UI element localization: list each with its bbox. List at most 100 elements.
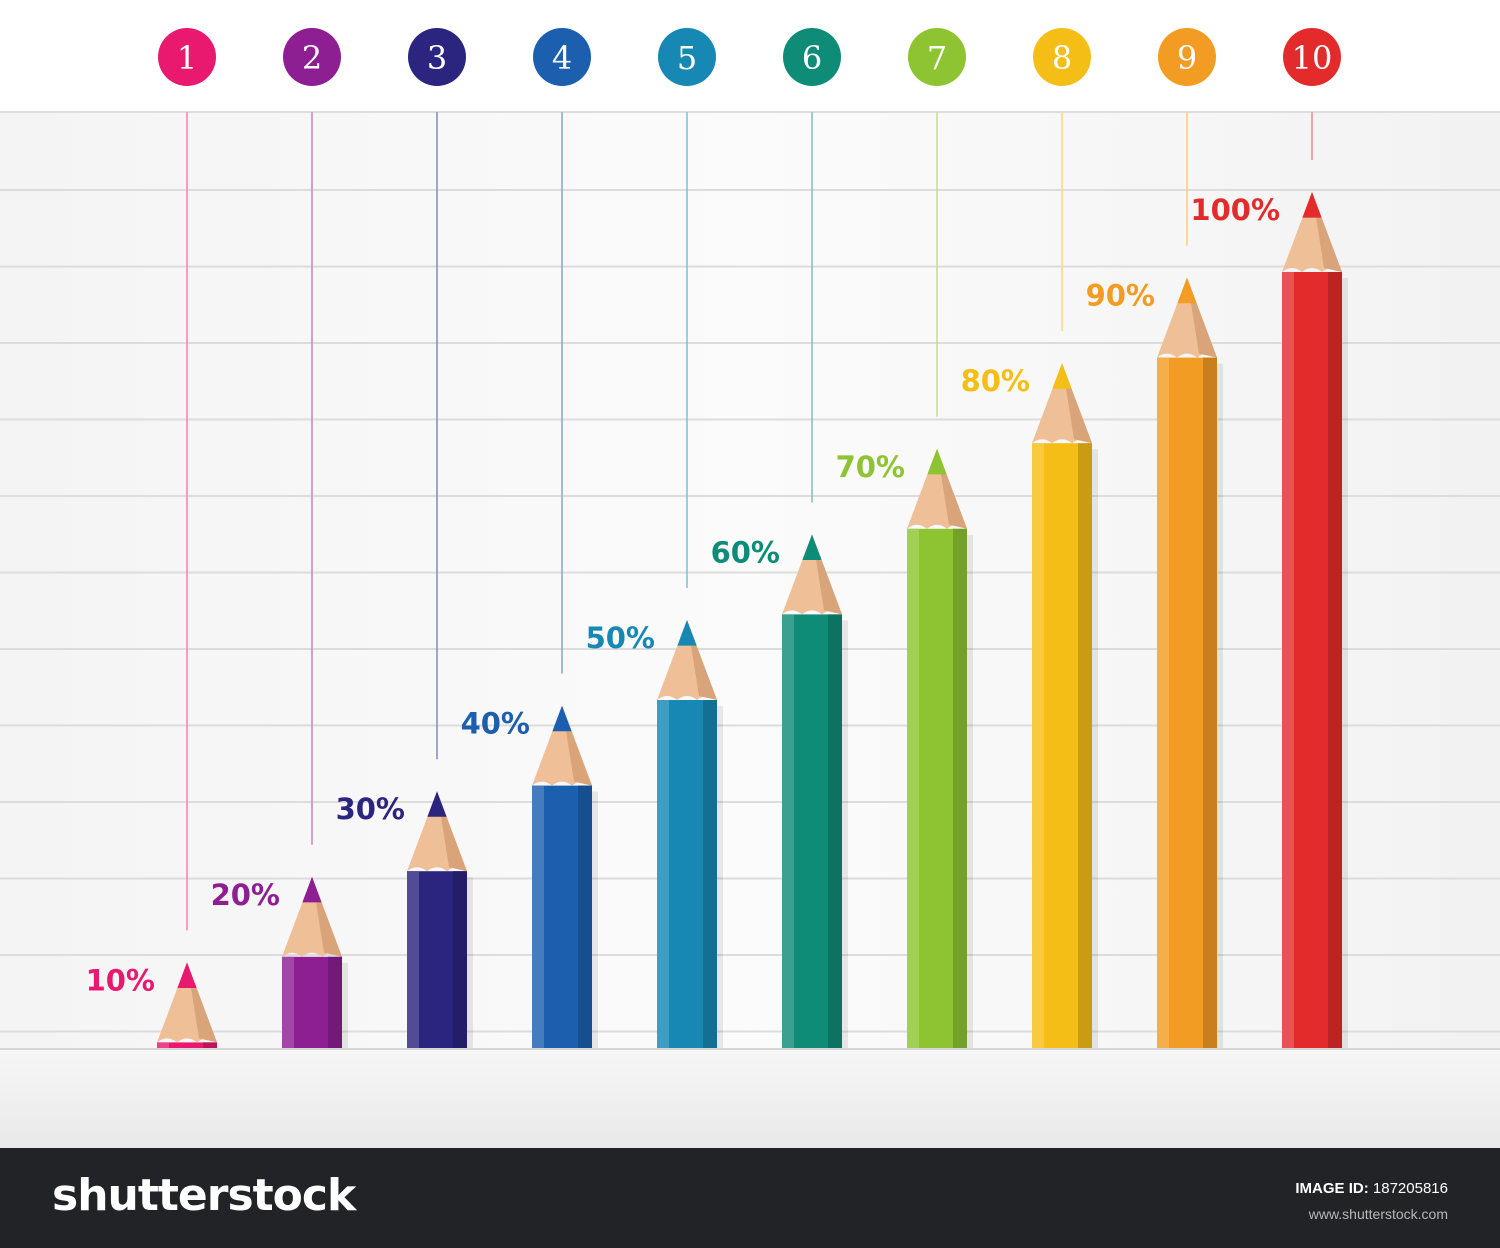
value-label: 90% bbox=[1086, 279, 1155, 313]
category-badge: 2 bbox=[283, 28, 341, 86]
category-badge: 6 bbox=[783, 28, 841, 86]
pencil-bar bbox=[407, 791, 473, 1048]
site-url: www.shutterstock.com bbox=[1308, 1206, 1448, 1222]
pencil-lead bbox=[177, 962, 197, 988]
pencil-bar bbox=[657, 620, 723, 1048]
category-badge: 5 bbox=[658, 28, 716, 86]
category-badge: 8 bbox=[1033, 28, 1091, 86]
pencil-facet-dark bbox=[703, 700, 717, 1048]
pencil-bar bbox=[282, 876, 348, 1048]
pencil-facet-dark bbox=[953, 528, 967, 1048]
badge-number: 2 bbox=[302, 39, 322, 77]
pencil-facet-light bbox=[782, 614, 794, 1048]
pencil-wood-shade bbox=[687, 620, 717, 700]
value-label: 80% bbox=[961, 364, 1030, 398]
badge-number: 1 bbox=[177, 39, 197, 77]
badge-number: 6 bbox=[802, 39, 822, 77]
grid-lines bbox=[0, 189, 1500, 1033]
value-label: 30% bbox=[336, 792, 405, 826]
pencil-facet-light bbox=[157, 1042, 169, 1048]
pencil-wood-shade bbox=[812, 534, 842, 615]
value-label: 60% bbox=[711, 535, 780, 569]
pencil-lead bbox=[1177, 277, 1197, 304]
pencil-facet-light bbox=[282, 956, 294, 1048]
badge-circle bbox=[1033, 28, 1091, 86]
category-badge: 9 bbox=[1158, 28, 1216, 86]
image-id-value: 187205816 bbox=[1372, 1180, 1448, 1197]
pencil-facet-dark bbox=[453, 871, 467, 1048]
pencil-lead bbox=[1052, 363, 1072, 389]
badge-circle bbox=[283, 28, 341, 86]
footer-bar: shutterstock IMAGE ID: 187205816 www.shu… bbox=[0, 1148, 1500, 1248]
pencil-bar bbox=[1032, 363, 1098, 1048]
pencil-bar bbox=[907, 448, 973, 1048]
badge-number: 10 bbox=[1292, 39, 1333, 77]
badge-circle bbox=[408, 28, 466, 86]
badge-number: 5 bbox=[677, 39, 697, 77]
badge-circle bbox=[1283, 28, 1341, 86]
pencil-body bbox=[157, 1042, 217, 1048]
pencil-bar bbox=[782, 534, 848, 1048]
pencil-wood-shade bbox=[562, 705, 592, 786]
category-badge: 10 bbox=[1283, 28, 1341, 86]
pencil-wood-shade bbox=[937, 448, 967, 529]
pencil-bar bbox=[532, 705, 598, 1048]
badge-number: 8 bbox=[1052, 39, 1072, 77]
pencil-bars bbox=[157, 192, 1348, 1049]
pencil-facet-light bbox=[532, 785, 544, 1048]
pencil-wood-shade bbox=[1312, 192, 1342, 272]
pencil-lead bbox=[927, 448, 947, 475]
pencil-lead bbox=[552, 705, 572, 732]
pencil-facet-dark bbox=[203, 1042, 217, 1048]
pencil-facet-light bbox=[1032, 443, 1044, 1048]
brand-logo: shutterstock bbox=[52, 1170, 356, 1221]
pencil-facet-light bbox=[1157, 357, 1169, 1049]
pencil-bar bbox=[1282, 192, 1348, 1048]
badge-number: 7 bbox=[927, 39, 947, 77]
pencil-facet-light bbox=[407, 871, 419, 1048]
pencil-facet-light bbox=[657, 700, 669, 1048]
category-badge: 4 bbox=[533, 28, 591, 86]
pencil-facet-dark bbox=[1328, 272, 1342, 1048]
pencil-lead bbox=[802, 534, 822, 560]
pencil-bar bbox=[1157, 277, 1223, 1049]
badge-number: 3 bbox=[427, 39, 447, 77]
pencil-facet-dark bbox=[578, 785, 592, 1048]
paper-background bbox=[0, 0, 1500, 1148]
pencil-bar-chart: 1 2 3 4 5 6 7 8 9 10 10%20%30%40%50%60%70%80%90%1… bbox=[0, 0, 1500, 1148]
pencil-facet-dark bbox=[1078, 443, 1092, 1048]
image-id-label: IMAGE ID: bbox=[1295, 1180, 1369, 1197]
pencil-lead bbox=[1302, 192, 1322, 218]
pencil-lead bbox=[302, 876, 322, 903]
value-label: 70% bbox=[836, 450, 905, 484]
value-label: 40% bbox=[461, 707, 530, 741]
pencil-facet-dark bbox=[828, 614, 842, 1048]
category-badges: 1 2 3 4 5 6 7 8 9 10 bbox=[158, 28, 1341, 86]
badge-circle bbox=[783, 28, 841, 86]
badge-circle bbox=[908, 28, 966, 86]
header-strip bbox=[0, 0, 1500, 112]
pencil-facet-light bbox=[1282, 272, 1294, 1048]
pencil-lead bbox=[677, 620, 697, 646]
pencil-facet-dark bbox=[1203, 357, 1217, 1049]
value-label: 100% bbox=[1190, 193, 1280, 227]
badge-circle bbox=[1158, 28, 1216, 86]
value-labels: 10% 20% 30% 40% 50% 60% 70% 80% 90% 100% bbox=[86, 193, 1280, 997]
badge-number: 9 bbox=[1177, 39, 1197, 77]
pencil-bar bbox=[157, 962, 217, 1048]
badge-circle bbox=[658, 28, 716, 86]
guide-lines bbox=[186, 112, 1313, 931]
pencil-facet-light bbox=[907, 528, 919, 1048]
pencil-facet-dark bbox=[328, 956, 342, 1048]
category-badge: 1 bbox=[158, 28, 216, 86]
pencil-wood-shade bbox=[1062, 363, 1092, 444]
shelf bbox=[0, 1049, 1500, 1148]
category-badge: 3 bbox=[408, 28, 466, 86]
value-label: 10% bbox=[86, 963, 155, 997]
category-badge: 7 bbox=[908, 28, 966, 86]
value-label: 50% bbox=[586, 621, 655, 655]
badge-circle bbox=[533, 28, 591, 86]
pencil-lead bbox=[427, 791, 447, 817]
badge-number: 4 bbox=[552, 39, 572, 77]
